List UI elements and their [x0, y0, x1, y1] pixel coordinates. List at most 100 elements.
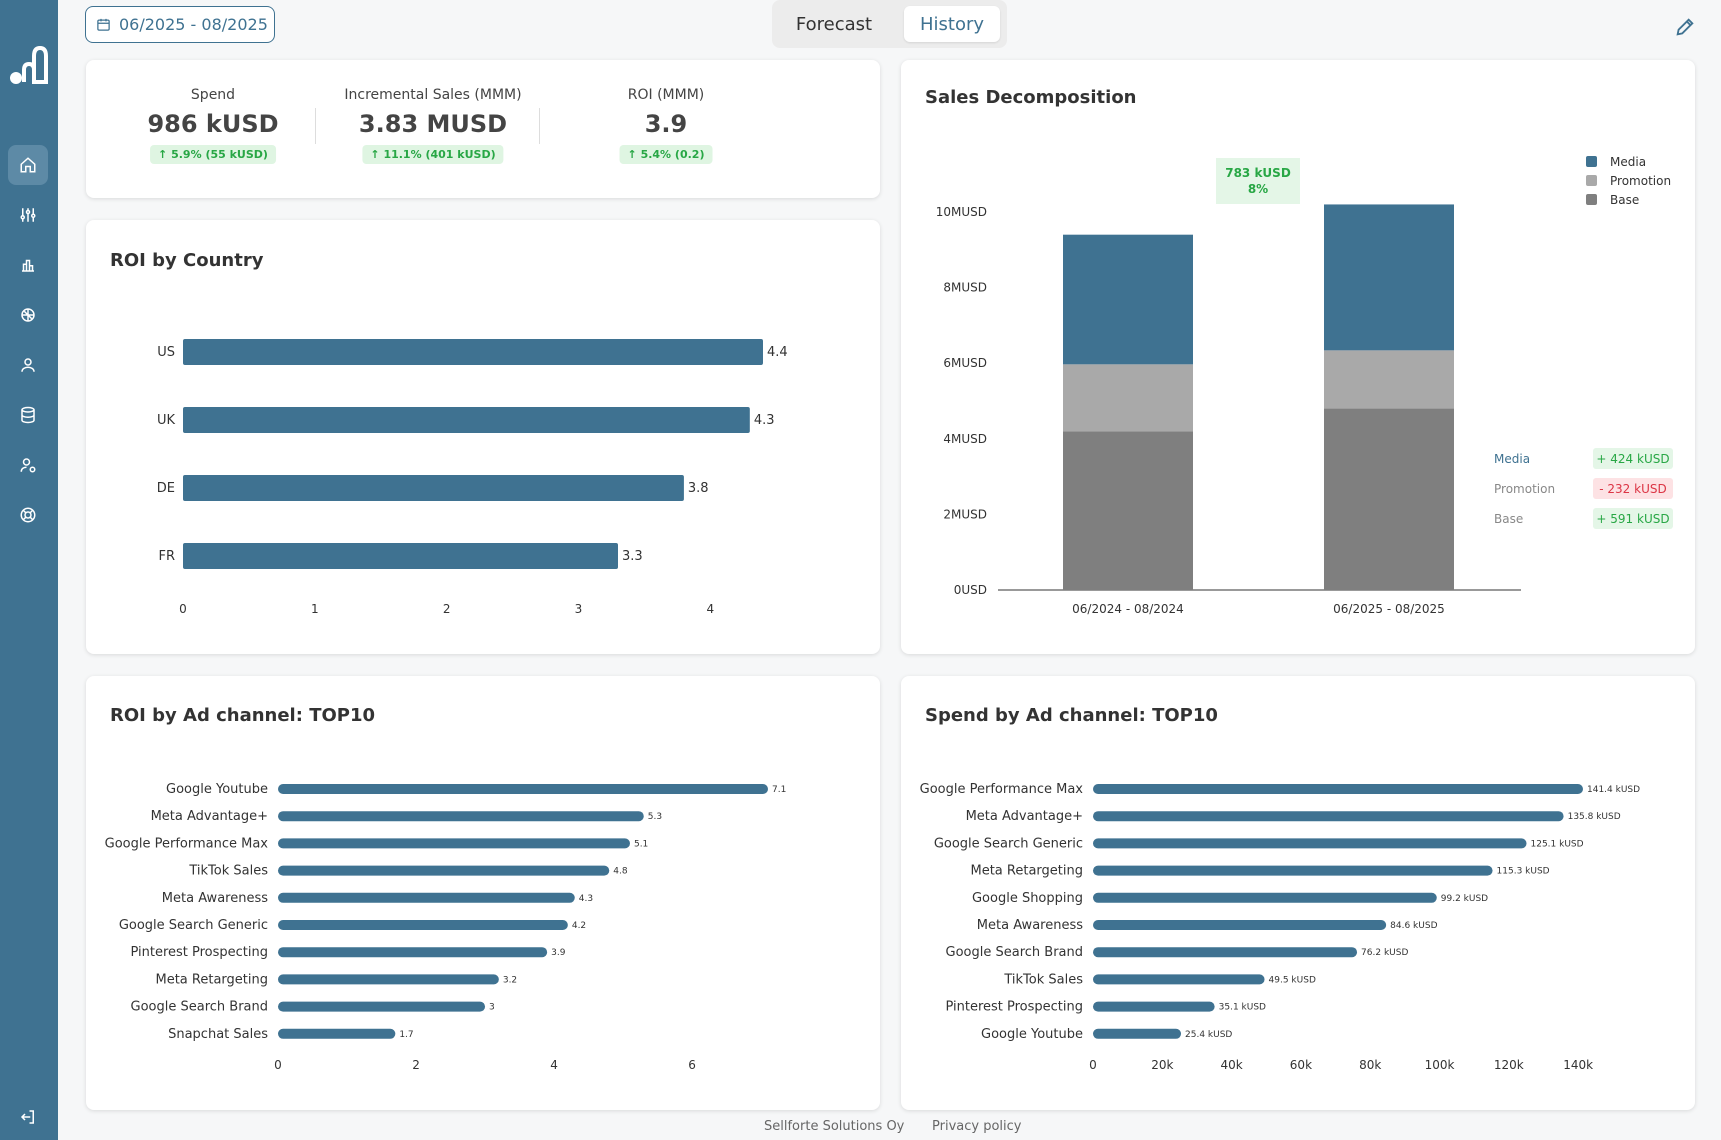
sidebar-item-data[interactable]	[8, 395, 48, 435]
category-label: US	[157, 345, 175, 360]
y-tick-label: 8MUSD	[943, 281, 987, 295]
legend-swatch	[1586, 175, 1597, 186]
x-tick-label: 60k	[1290, 1058, 1312, 1072]
kpi-incremental-sales: Incremental Sales (MMM) 3.83 MUSD ↑ 11.1…	[323, 60, 543, 198]
x-tick-label: 3	[575, 602, 583, 616]
bar	[278, 811, 644, 822]
date-range-picker[interactable]: 06/2025 - 08/2025	[85, 6, 275, 43]
legend-label: Media	[1610, 155, 1646, 169]
bar	[278, 1028, 396, 1039]
sidebar-item-ai[interactable]	[8, 295, 48, 335]
change-value: + 591 kUSD	[1596, 512, 1669, 526]
kpi-divider	[539, 108, 540, 144]
bar-segment-promotion	[1063, 364, 1193, 432]
edit-icon[interactable]	[1674, 16, 1696, 38]
bar	[1093, 1028, 1182, 1039]
category-label: Meta Awareness	[162, 891, 268, 906]
bar-segment-base	[1324, 408, 1454, 590]
y-tick-label: 2MUSD	[943, 507, 987, 521]
category-label: TikTok Sales	[1003, 972, 1083, 987]
change-label: Promotion	[1494, 482, 1555, 496]
category-label: Pinterest Prospecting	[945, 1000, 1083, 1015]
sidebar-item-profile[interactable]	[8, 345, 48, 385]
x-tick-label: 1	[311, 602, 319, 616]
data-label: 3.8	[688, 481, 709, 496]
tab-forecast[interactable]: Forecast	[795, 13, 873, 35]
total-change-badge	[1216, 158, 1300, 204]
bar	[1093, 811, 1564, 822]
category-label: Meta Retargeting	[971, 864, 1084, 879]
kpi-value: 986 kUSD	[147, 110, 279, 138]
spend-channel-card: Spend by Ad channel: TOP10 Google Perfor…	[901, 676, 1695, 1110]
change-badge	[1593, 478, 1673, 499]
privacy-policy-link[interactable]: Privacy policy	[932, 1119, 1022, 1134]
bar	[1093, 892, 1437, 903]
sidebar-item-settings[interactable]	[8, 195, 48, 235]
y-tick-label: 0USD	[954, 583, 987, 597]
category-label: Google Youtube	[166, 782, 268, 797]
tab-history[interactable]: History	[904, 6, 1000, 42]
category-label: Google Youtube	[981, 1027, 1083, 1042]
category-label: Meta Advantage+	[966, 809, 1083, 824]
change-badge	[1593, 448, 1673, 469]
x-tick-label: 100k	[1425, 1058, 1455, 1072]
x-tick-label: 120k	[1494, 1058, 1524, 1072]
bar-segment-base	[1063, 431, 1193, 590]
footer-company: Sellforte Solutions Oy	[764, 1119, 905, 1134]
bar	[278, 974, 499, 985]
kpi-label: ROI (MMM)	[627, 87, 705, 103]
category-label: Google Search Brand	[946, 945, 1084, 960]
bar	[183, 543, 618, 569]
data-label: 1.7	[399, 1030, 413, 1040]
kpi-change-badge: ↑ 5.9% (55 kUSD)	[150, 145, 276, 164]
sales-decomposition-chart: 0USD 2MUSD 4MUSD 6MUSD 8MUSD 10MUSD 06/2024 - …	[936, 155, 1673, 616]
data-label: 25.4 kUSD	[1185, 1030, 1232, 1040]
data-label: 99.2 kUSD	[1441, 894, 1488, 904]
card-title: Sales Decomposition	[925, 87, 1137, 108]
roi-channel-card: ROI by Ad channel: TOP10 Google Youtube 7…	[86, 676, 880, 1110]
data-label: 4.2	[572, 921, 586, 931]
sidebar-item-users[interactable]	[8, 445, 48, 485]
bar-segment-media	[1063, 234, 1193, 365]
sellforte-logo-icon[interactable]	[9, 44, 49, 86]
y-tick-label: 10MUSD	[936, 205, 987, 219]
sidebar-item-help[interactable]	[8, 495, 48, 535]
view-toggle: Forecast History	[772, 0, 1007, 48]
legend-label: Promotion	[1610, 174, 1671, 188]
category-label: DE	[157, 481, 175, 496]
kpi-change-badge: ↑ 11.1% (401 kUSD)	[362, 145, 504, 164]
data-label: 76.2 kUSD	[1361, 948, 1408, 958]
change-value: + 424 kUSD	[1596, 452, 1669, 466]
roi-channel-chart: Google Youtube 7.1 Meta Advantage+ 5.3 Googl…	[105, 782, 787, 1072]
brain-icon	[21, 308, 35, 322]
bar	[1093, 1001, 1215, 1012]
data-label: 5.3	[648, 812, 662, 822]
data-label: 4.3	[754, 413, 775, 428]
home-icon	[20, 157, 36, 173]
category-label: Google Search Generic	[934, 836, 1083, 851]
user-settings-icon	[20, 458, 36, 473]
kpi-value: 3.83 MUSD	[358, 110, 508, 138]
roi-country-chart: US 4.4 UK 4.3 DE 3.8 FR 3.3 0 1 2 3 4	[157, 339, 788, 616]
change-label: Base	[1494, 512, 1523, 526]
card-title: ROI by Country	[110, 250, 264, 271]
total-change-percent: 8%	[1248, 182, 1268, 196]
x-tick-label: 06/2024 - 08/2024	[1072, 602, 1184, 616]
sidebar-item-home[interactable]	[8, 145, 48, 185]
data-label: 125.1 kUSD	[1531, 839, 1584, 849]
bar	[278, 920, 568, 930]
x-tick-label: 0	[179, 602, 187, 616]
x-tick-label: 2	[412, 1058, 420, 1072]
lifebuoy-icon	[20, 507, 36, 523]
x-tick-label: 2	[443, 602, 451, 616]
data-label: 5.1	[634, 839, 648, 849]
sidebar-item-logout[interactable]	[8, 1097, 48, 1137]
y-tick-label: 4MUSD	[943, 432, 987, 446]
sidebar-item-reports[interactable]	[8, 245, 48, 285]
bar	[1093, 920, 1387, 930]
bar	[183, 475, 684, 501]
calendar-icon	[97, 18, 110, 31]
sales-decomposition-card: Sales Decomposition 0USD 2MUSD 4MUSD 6MUSD 8…	[901, 60, 1695, 654]
change-badge	[1593, 508, 1673, 529]
data-label: 3.2	[503, 975, 517, 985]
